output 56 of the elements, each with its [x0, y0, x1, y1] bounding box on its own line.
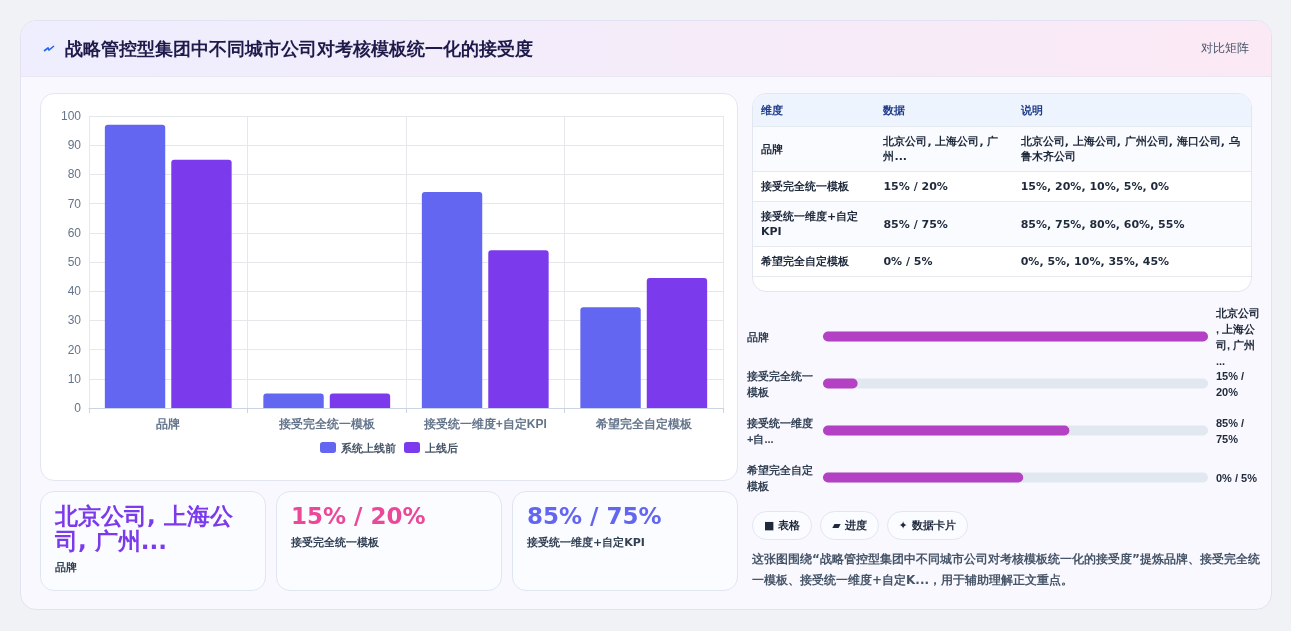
y-tick-label: 100	[60, 109, 82, 123]
y-tick-label: 80	[67, 167, 82, 182]
y-tick-label: 90	[67, 138, 82, 153]
y-tick-label: 品牌	[747, 330, 769, 343]
y-tick-label: 30	[67, 313, 82, 328]
y-tick-label: 60	[67, 225, 82, 240]
text: 15%, 20%, 10%, 5%, 0%	[1012, 171, 1251, 202]
text: 85%, 75%, 80%, 60%, 55%	[1012, 201, 1251, 247]
text: 接受统一维度+自定KPI	[527, 535, 646, 550]
legend-label: 上线后	[424, 441, 458, 454]
text: 说明	[1012, 94, 1251, 127]
text: 这张图围绕“战略管控型集团中不同城市公司对考核模板统一化的接受度”提炼品牌、接受完全统一模板、接受统一维度+自定K...，用于辅助理解正文重点。	[752, 551, 1261, 589]
y-tick-label: 70	[67, 196, 82, 211]
y-tick-label: 20	[67, 342, 82, 357]
text: 0% / 5%	[875, 246, 1013, 277]
text: ✦ 数据卡片	[886, 511, 968, 540]
x-tick-label: 品牌	[156, 417, 181, 431]
text: 北京公司, 上海公司, 广州...	[55, 503, 234, 554]
x-tick-label: 接受完全统一模板	[277, 417, 376, 431]
bar	[488, 250, 549, 408]
y-tick-label: 40	[67, 284, 82, 299]
bar	[580, 307, 641, 408]
y-tick-label: 10	[67, 371, 82, 386]
y-tick-label: 接受完全统一模板	[746, 369, 813, 398]
bar	[263, 393, 324, 408]
text: 接受统一维度+自定KPI	[753, 201, 876, 247]
text: 15% / 20%	[291, 503, 427, 529]
bar	[104, 124, 166, 408]
text: 85% / 75%	[875, 201, 1013, 247]
y-tick-label: 希望完全自定模板	[746, 463, 813, 492]
text: 接受完全统一模板	[291, 535, 380, 550]
text: 15% / 20%	[875, 171, 1013, 202]
text: 85% / 75%	[527, 503, 663, 529]
bar	[646, 278, 708, 408]
text: 维度	[753, 94, 876, 127]
x-tick-label: 接受统一维度+自定KPI	[422, 417, 547, 431]
text: 85% / 75%	[1216, 416, 1248, 445]
text: 北京公司, 上海公司, 广州公司, 海口公司, 乌鲁木齐公司	[1012, 126, 1251, 172]
text: ▰ 进度	[820, 511, 879, 540]
text: 战略管控型集团中不同城市公司对考核模板统一化的接受度	[65, 36, 533, 61]
text: 0%, 5%, 10%, 35%, 45%	[1012, 246, 1251, 277]
text: ■ 表格	[752, 511, 813, 540]
text: 数据	[875, 94, 1013, 127]
legend-label: 系统上线前	[340, 441, 396, 454]
bar	[171, 159, 232, 408]
y-tick-label: 50	[67, 255, 82, 269]
y-tick-label: 接受统一维度+自...	[746, 416, 813, 445]
text: 0% / 5%	[1216, 471, 1258, 484]
text: 北京公司, 上海公司, 广州...	[1215, 306, 1260, 367]
bar	[421, 191, 483, 408]
y-tick-label: 0	[74, 401, 82, 415]
x-tick-label: 希望完全自定模板	[594, 417, 693, 431]
text: 北京公司, 上海公司, 广州...	[875, 126, 1013, 172]
text: 对比矩阵	[1201, 40, 1249, 57]
text: 15% / 20%	[1216, 369, 1248, 398]
bar	[329, 393, 391, 408]
